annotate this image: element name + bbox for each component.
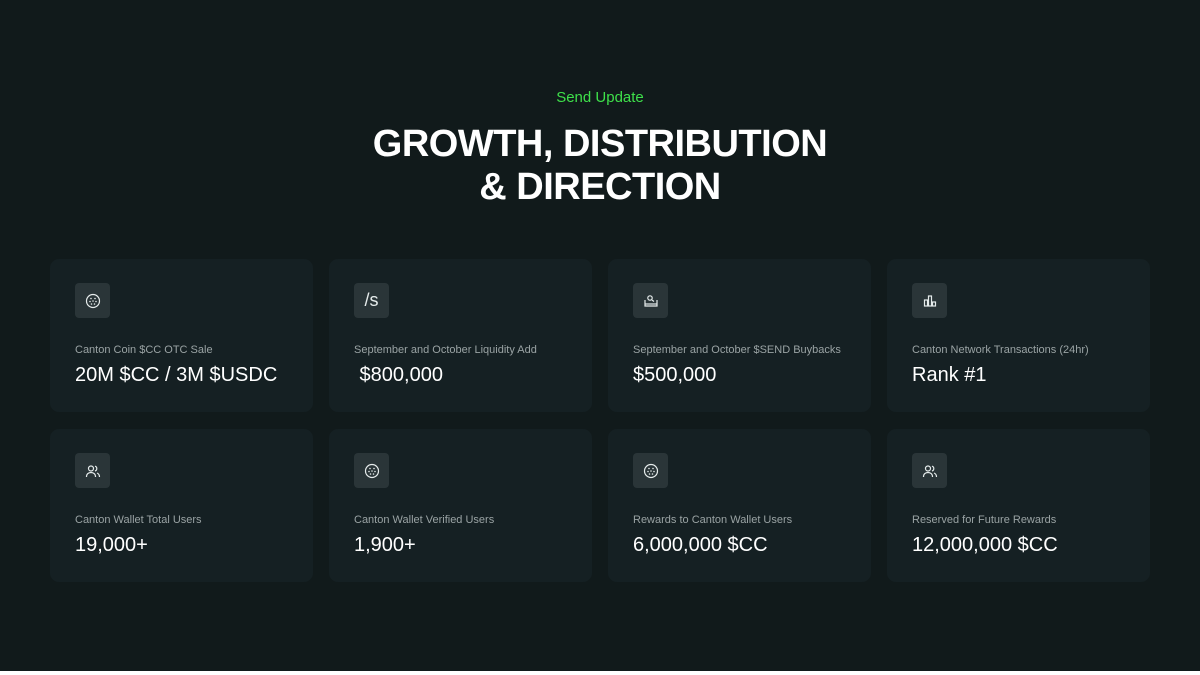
stat-label: Canton Wallet Verified Users [354, 514, 495, 526]
stat-label: Rewards to Canton Wallet Users [633, 514, 793, 526]
stat-value: 1,900+ [354, 534, 416, 556]
stat-label: September and October Liquidity Add [354, 344, 537, 356]
page-title: GROWTH, DISTRIBUTION & DIRECTION [0, 123, 1200, 209]
bar-chart-icon [912, 283, 947, 318]
slash-s-icon: /s [354, 283, 389, 318]
coin-icon [354, 453, 389, 488]
stat-value: 20M $CC / 3M $USDC [75, 364, 278, 386]
stat-value: 12,000,000 $CC [912, 534, 1058, 556]
stat-value: $800,000 [354, 364, 443, 386]
stat-card: Canton Coin $CC OTC Sale 20M $CC / 3M $U… [50, 259, 313, 412]
stat-value: $500,000 [633, 364, 717, 386]
title-line-1: GROWTH, DISTRIBUTION [372, 123, 828, 165]
users-icon [912, 453, 947, 488]
stat-value: Rank #1 [912, 364, 987, 386]
stat-value: 6,000,000 $CC [633, 534, 768, 556]
stat-card: /s September and October Liquidity Add $… [329, 259, 592, 412]
eyebrow: Send Update [556, 89, 644, 106]
stat-label: September and October $SEND Buybacks [633, 344, 841, 356]
stat-label: Canton Wallet Total Users [75, 514, 202, 526]
stat-card: Canton Network Transactions (24hr) Rank … [887, 259, 1150, 412]
stat-label: Canton Coin $CC OTC Sale [75, 344, 213, 356]
coin-icon [75, 283, 110, 318]
stat-card: Reserved for Future Rewards 12,000,000 $… [887, 429, 1150, 582]
stat-card: Rewards to Canton Wallet Users 6,000,000… [608, 429, 871, 582]
stat-card: Canton Wallet Total Users 19,000+ [50, 429, 313, 582]
stat-label: Canton Network Transactions (24hr) [912, 344, 1089, 356]
stat-card: September and October $SEND Buybacks $50… [608, 259, 871, 412]
buyback-icon [633, 283, 668, 318]
stat-card: Canton Wallet Verified Users 1,900+ [329, 429, 592, 582]
stat-value: 19,000+ [75, 534, 148, 556]
users-icon [75, 453, 110, 488]
title-line-2: & DIRECTION [479, 166, 721, 208]
coin-icon [633, 453, 668, 488]
stat-label: Reserved for Future Rewards [912, 514, 1057, 526]
